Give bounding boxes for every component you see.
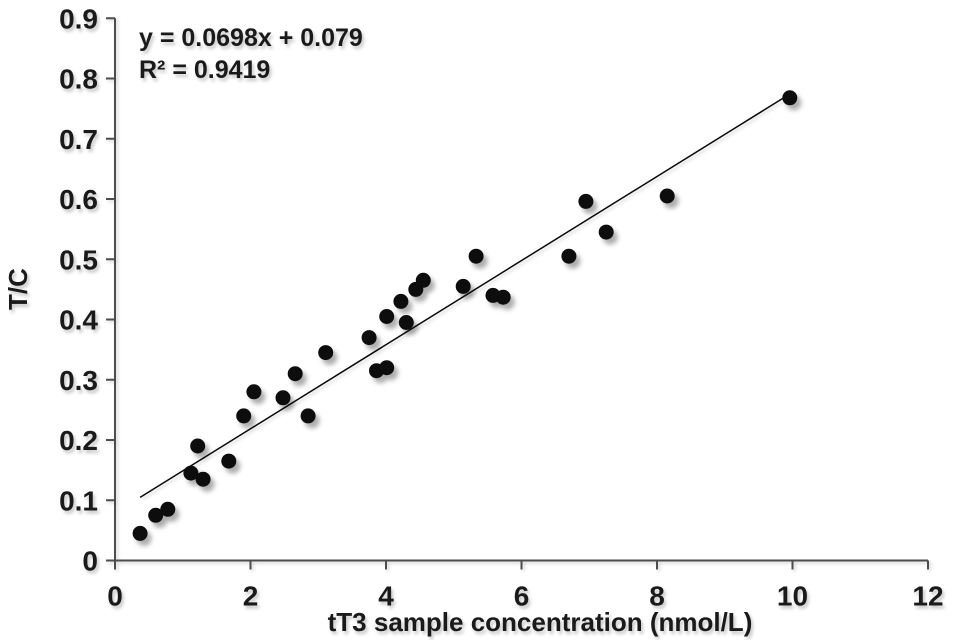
data-point [659, 188, 675, 204]
y-tick-label: 0.1 [59, 485, 98, 516]
x-axis-title: tT3 sample concentration (nmol/L) [328, 607, 753, 637]
y-tick-label: 0.3 [59, 365, 98, 396]
x-tick-label: 6 [514, 581, 530, 612]
data-point [379, 360, 395, 376]
data-point [148, 507, 164, 523]
data-point [782, 90, 798, 106]
data-point [318, 345, 334, 361]
y-tick-label: 0 [82, 546, 98, 577]
data-point [287, 366, 303, 382]
data-point [300, 408, 316, 424]
data-point [561, 248, 577, 264]
data-points [132, 90, 798, 541]
x-tick-label: 0 [107, 581, 123, 612]
data-point [221, 453, 237, 469]
y-axis-title: T/C [3, 268, 33, 310]
data-point [160, 501, 176, 517]
data-point [361, 330, 377, 346]
x-tick-label: 4 [378, 581, 394, 612]
data-point [455, 278, 471, 294]
r-squared-annotation: R² = 0.9419 [139, 56, 270, 84]
data-point [379, 309, 395, 324]
data-point [190, 438, 206, 454]
y-tick-label: 0.6 [59, 184, 98, 215]
data-point [236, 408, 252, 424]
x-tick-label: 2 [243, 581, 259, 612]
y-tick-label: 0.7 [59, 124, 98, 155]
y-tick-label: 0.8 [59, 64, 98, 95]
tick-labels: 0 2 4 6 8 10 12 0 0.1 0.2 0.3 0.4 0.5 0.6 0.7 0.8 0.9 [59, 3, 944, 611]
data-point [246, 384, 262, 400]
axes [106, 17, 929, 570]
data-point [132, 525, 148, 541]
y-tick-label: 0.5 [59, 244, 98, 275]
x-tick-label: 12 [912, 581, 943, 612]
data-point [495, 289, 511, 305]
y-tick-label: 0.2 [59, 425, 98, 456]
data-point [183, 465, 199, 481]
data-point [578, 193, 594, 209]
data-point [393, 293, 409, 309]
data-point [468, 248, 484, 264]
x-tick-label: 10 [777, 581, 808, 612]
data-point [195, 471, 211, 487]
y-tick-label: 0.9 [59, 3, 98, 34]
data-point [275, 390, 291, 406]
equation-annotation: y = 0.0698x + 0.079 [139, 24, 363, 52]
x-tick-label: 8 [649, 581, 665, 612]
trend-line [139, 93, 791, 498]
data-point [398, 315, 414, 330]
y-tick-label: 0.4 [59, 305, 98, 336]
trend-line-group [139, 93, 791, 498]
data-point [598, 224, 614, 240]
data-point [415, 272, 431, 288]
